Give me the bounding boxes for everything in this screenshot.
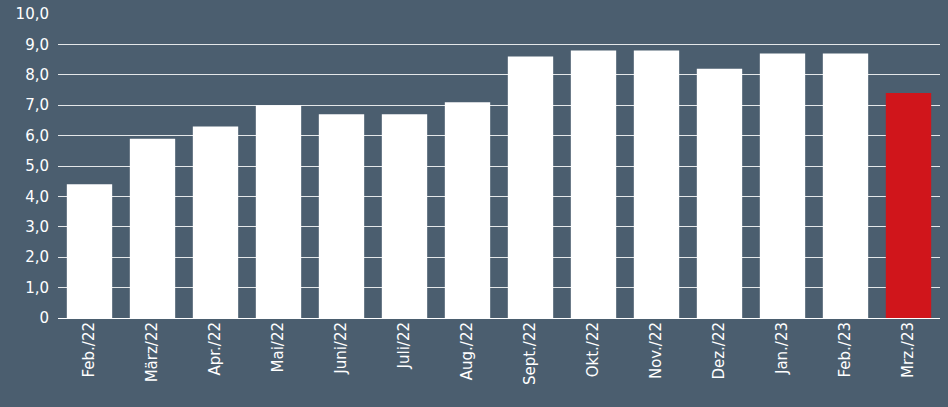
svg-text:Juni/22: Juni/22: [332, 322, 350, 375]
svg-text:Feb./22: Feb./22: [80, 322, 98, 377]
svg-text:1,0: 1,0: [25, 279, 49, 297]
svg-text:Mrz./23: Mrz./23: [899, 322, 917, 378]
svg-text:7,0: 7,0: [25, 96, 49, 114]
svg-text:0: 0: [39, 309, 49, 327]
svg-text:Mai/22: Mai/22: [269, 322, 287, 372]
svg-text:2,0: 2,0: [25, 248, 49, 266]
svg-text:5,0: 5,0: [25, 157, 49, 175]
svg-text:Jan./23: Jan./23: [773, 322, 791, 375]
svg-text:Feb./23: Feb./23: [836, 322, 854, 377]
svg-text:8,0: 8,0: [25, 66, 49, 84]
svg-text:Aug./22: Aug./22: [458, 322, 476, 380]
svg-text:3,0: 3,0: [25, 218, 49, 236]
svg-text:4,0: 4,0: [25, 188, 49, 206]
svg-text:10,0: 10,0: [16, 5, 49, 23]
svg-text:Apr./22: Apr./22: [206, 322, 224, 375]
svg-text:Nov./22: Nov./22: [647, 322, 665, 379]
svg-text:Juli/22: Juli/22: [395, 322, 413, 369]
svg-text:9,0: 9,0: [25, 36, 49, 54]
svg-text:März/22: März/22: [143, 322, 161, 382]
svg-text:Sept./22: Sept./22: [521, 322, 539, 385]
svg-text:Okt./22: Okt./22: [584, 322, 602, 377]
svg-text:6,0: 6,0: [25, 127, 49, 145]
svg-text:Dez./22: Dez./22: [710, 322, 728, 380]
